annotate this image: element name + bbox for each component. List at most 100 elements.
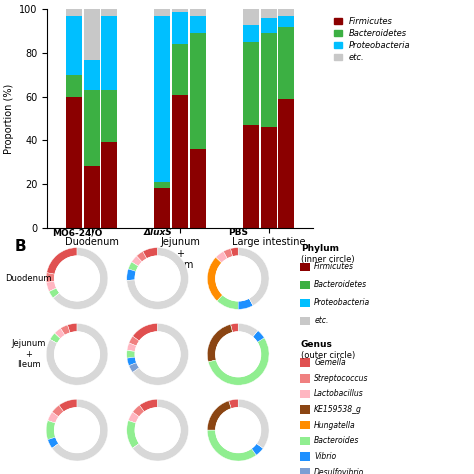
Wedge shape	[61, 337, 95, 373]
Text: (outer circle): (outer circle)	[301, 351, 355, 360]
Bar	[84, 166, 100, 228]
Wedge shape	[220, 260, 253, 297]
Wedge shape	[137, 251, 147, 262]
Wedge shape	[157, 337, 176, 373]
Wedge shape	[253, 330, 258, 337]
Wedge shape	[50, 339, 57, 344]
Wedge shape	[252, 444, 263, 455]
Text: (inner circle): (inner circle)	[301, 255, 355, 264]
Bar	[101, 16, 117, 90]
Text: PBS: PBS	[228, 228, 248, 237]
Bar	[190, 16, 206, 34]
Circle shape	[135, 408, 180, 453]
Text: Desulfovibrio: Desulfovibrio	[314, 468, 365, 474]
Text: MO6-24/O: MO6-24/O	[52, 228, 102, 237]
Text: Hungatella: Hungatella	[314, 421, 356, 429]
Wedge shape	[230, 323, 238, 332]
Bar	[243, 25, 259, 42]
Bar	[155, 16, 170, 182]
Text: Bacteroidetes: Bacteroidetes	[314, 281, 367, 289]
Text: KE159538_g: KE159538_g	[314, 405, 362, 414]
Wedge shape	[55, 328, 65, 339]
Wedge shape	[129, 363, 139, 373]
Wedge shape	[77, 260, 82, 279]
Wedge shape	[228, 401, 231, 409]
Circle shape	[55, 332, 100, 377]
Wedge shape	[127, 280, 135, 281]
Bar	[190, 149, 206, 228]
Wedge shape	[128, 262, 138, 272]
Circle shape	[135, 332, 180, 377]
Wedge shape	[128, 420, 136, 423]
Bar	[190, 9, 206, 16]
Wedge shape	[133, 444, 139, 448]
Wedge shape	[48, 420, 55, 423]
Wedge shape	[127, 343, 137, 352]
Bar	[261, 34, 276, 127]
Wedge shape	[127, 350, 135, 358]
Wedge shape	[230, 324, 233, 332]
Wedge shape	[55, 333, 61, 339]
Wedge shape	[48, 437, 59, 448]
Circle shape	[216, 256, 261, 301]
Wedge shape	[249, 298, 253, 306]
Text: Vibrio: Vibrio	[314, 452, 337, 461]
Text: Genus: Genus	[301, 340, 333, 349]
Bar	[155, 188, 170, 228]
Bar	[66, 16, 82, 75]
Wedge shape	[59, 412, 77, 448]
Bar	[155, 182, 170, 188]
Wedge shape	[127, 350, 135, 352]
Wedge shape	[220, 336, 238, 365]
Wedge shape	[216, 257, 222, 263]
Bar	[101, 9, 117, 16]
Wedge shape	[128, 412, 139, 423]
Text: Lactobacillus: Lactobacillus	[314, 390, 364, 398]
Wedge shape	[59, 260, 88, 297]
Wedge shape	[238, 260, 242, 279]
Wedge shape	[223, 248, 233, 259]
Wedge shape	[207, 430, 256, 461]
Bar	[261, 127, 276, 228]
Y-axis label: Proportion (%): Proportion (%)	[4, 83, 14, 154]
Bar	[243, 125, 259, 228]
Bar	[278, 16, 294, 27]
Wedge shape	[238, 413, 249, 430]
Bar	[84, 9, 100, 60]
Text: Streptococcus: Streptococcus	[314, 374, 369, 383]
Wedge shape	[238, 323, 258, 337]
Wedge shape	[52, 444, 59, 448]
Wedge shape	[208, 338, 269, 385]
Wedge shape	[207, 257, 223, 301]
Wedge shape	[47, 247, 77, 274]
Wedge shape	[132, 262, 138, 266]
Wedge shape	[53, 293, 60, 298]
Bar	[66, 9, 82, 16]
Wedge shape	[49, 288, 56, 292]
Wedge shape	[238, 261, 248, 279]
Wedge shape	[207, 401, 231, 430]
Bar	[172, 94, 188, 228]
Wedge shape	[48, 412, 59, 423]
Legend: Firmicutes, Bacteroidetes, Proteobacteria, etc.: Firmicutes, Bacteroidetes, Proteobacteri…	[330, 14, 414, 65]
Wedge shape	[127, 357, 137, 365]
Wedge shape	[238, 247, 269, 306]
Wedge shape	[139, 412, 157, 447]
Wedge shape	[133, 323, 189, 385]
Text: Phylum: Phylum	[301, 244, 339, 253]
Wedge shape	[127, 420, 139, 448]
Wedge shape	[59, 336, 77, 358]
Wedge shape	[238, 412, 244, 430]
Wedge shape	[50, 333, 61, 344]
Bar	[172, 9, 188, 12]
Wedge shape	[238, 298, 253, 310]
Bar	[101, 143, 117, 228]
Wedge shape	[220, 412, 244, 448]
Bar	[84, 90, 100, 166]
Bar	[84, 60, 100, 90]
Wedge shape	[157, 264, 176, 279]
Wedge shape	[46, 323, 108, 385]
Wedge shape	[139, 399, 157, 412]
Wedge shape	[207, 324, 233, 362]
Wedge shape	[228, 401, 231, 409]
